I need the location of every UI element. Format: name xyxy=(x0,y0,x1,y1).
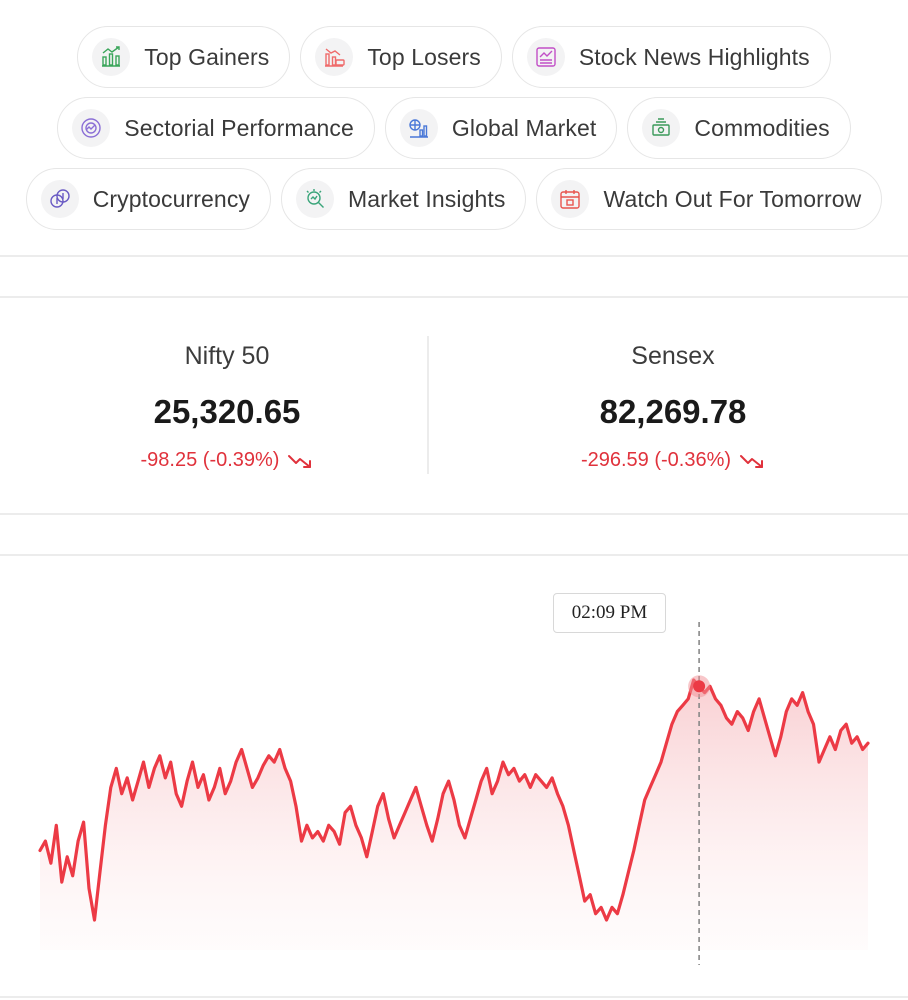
index-change: -98.25 (-0.39%) xyxy=(0,449,454,472)
index-card-sensex[interactable]: Sensex 82,269.78 -296.59 (-0.36%) xyxy=(446,298,900,514)
section-divider xyxy=(0,996,908,998)
top-gainers-icon xyxy=(92,38,131,76)
index-separator xyxy=(427,336,429,474)
market-insights-icon xyxy=(296,180,335,218)
index-change-text: -98.25 (-0.39%) xyxy=(140,449,280,471)
chip-cryptocurrency[interactable]: Cryptocurrency xyxy=(25,168,272,230)
section-divider xyxy=(0,554,908,556)
chip-label: Sectorial Performance xyxy=(124,114,354,141)
quick-links-row-1: Top Gainers Top Losers Stock News Highli… xyxy=(0,26,908,88)
index-change-text: -296.59 (-0.36%) xyxy=(580,449,732,471)
index-name: Nifty 50 xyxy=(184,342,270,370)
chip-label: Stock News Highlights xyxy=(578,43,810,70)
section-divider xyxy=(0,255,908,257)
commodities-icon xyxy=(642,109,681,147)
chip-sectorial-performance[interactable]: Sectorial Performance xyxy=(57,97,375,159)
chip-label: Top Gainers xyxy=(144,43,270,70)
index-name: Sensex xyxy=(631,342,715,370)
chip-label: Market Insights xyxy=(348,185,506,212)
chip-label: Watch Out For Tomorrow xyxy=(603,185,862,212)
calendar-icon xyxy=(551,180,590,218)
quick-links-row-2: Sectorial Performance Global Market Comm… xyxy=(0,97,908,159)
index-value: 82,269.78 xyxy=(599,393,747,430)
chip-market-insights[interactable]: Market Insights xyxy=(281,168,527,230)
global-market-icon xyxy=(399,109,438,147)
intraday-chart[interactable] xyxy=(0,560,908,980)
index-change: -296.59 (-0.36%) xyxy=(446,449,900,472)
chip-top-gainers[interactable]: Top Gainers xyxy=(77,26,291,88)
chip-stock-news-highlights[interactable]: Stock News Highlights xyxy=(511,26,831,88)
chip-top-losers[interactable]: Top Losers xyxy=(300,26,502,88)
cryptocurrency-icon xyxy=(40,180,79,218)
stock-news-icon xyxy=(526,38,565,76)
chip-label: Top Losers xyxy=(367,43,481,70)
chip-label: Global Market xyxy=(451,114,597,141)
chip-watch-out-for-tomorrow[interactable]: Watch Out For Tomorrow xyxy=(536,168,883,230)
chart-tooltip: 02:09 PM xyxy=(553,593,666,633)
section-divider xyxy=(0,513,908,515)
chip-label: Cryptocurrency xyxy=(92,185,251,212)
chart-area-fill xyxy=(40,680,868,950)
top-losers-icon xyxy=(315,38,354,76)
index-card-nifty[interactable]: Nifty 50 25,320.65 -98.25 (-0.39%) xyxy=(0,298,454,514)
sectorial-performance-icon xyxy=(72,109,111,147)
quick-links-row-3: Cryptocurrency Market Insights Watch Out… xyxy=(0,168,908,230)
chart-highlight-point[interactable] xyxy=(693,680,706,693)
chip-label: Commodities xyxy=(694,114,830,141)
chip-global-market[interactable]: Global Market xyxy=(384,97,618,159)
chart-series-line xyxy=(38,678,870,922)
section-divider xyxy=(0,296,908,298)
chip-commodities[interactable]: Commodities xyxy=(627,97,851,159)
index-value: 25,320.65 xyxy=(153,393,301,430)
trend-down-icon xyxy=(288,454,312,468)
trend-down-icon xyxy=(740,454,764,468)
